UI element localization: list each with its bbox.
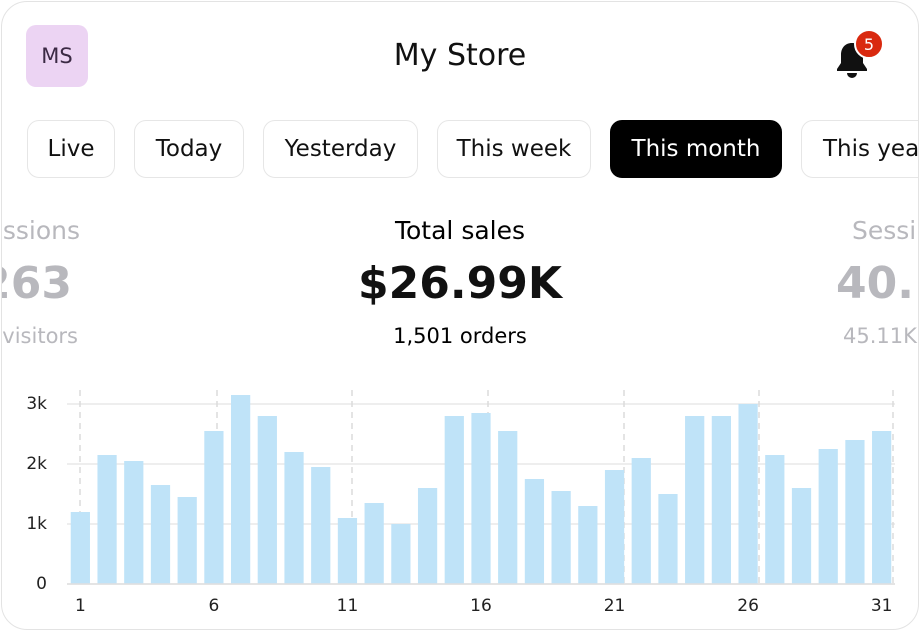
bar [604, 470, 625, 584]
x-tick-label: 21 [604, 596, 626, 616]
bar [70, 512, 90, 584]
bar [391, 524, 411, 584]
store-title: My Store [393, 38, 527, 73]
y-tick-label: 3k [26, 394, 47, 414]
x-tick-label: 6 [208, 596, 219, 616]
stat-label: ssions [2, 216, 80, 245]
bar [872, 431, 892, 584]
bar [658, 494, 678, 584]
bar [791, 488, 812, 584]
bar [685, 416, 705, 584]
bar [818, 449, 838, 584]
x-tick-label: 16 [470, 596, 492, 616]
bar [97, 455, 117, 584]
bar [631, 458, 651, 584]
bar [364, 503, 384, 584]
bar [257, 416, 277, 584]
avatar[interactable]: MS [26, 25, 88, 87]
y-tick-label: 2k [26, 454, 47, 474]
bar [738, 404, 758, 584]
stat-label: Total sales [394, 216, 526, 245]
filter-chip[interactable]: This year [801, 120, 918, 178]
x-tick-label: 1 [75, 596, 86, 616]
bar [230, 395, 251, 584]
filter-chip[interactable]: Today [134, 120, 244, 178]
filter-chip[interactable]: Yesterday [263, 120, 418, 178]
stat-sub: 1,501 orders [393, 324, 527, 348]
filter-chip[interactable]: Live [27, 120, 115, 178]
bar [524, 479, 545, 584]
bar [578, 506, 598, 584]
stat-sub: visitors [2, 324, 78, 348]
bar [471, 413, 491, 584]
stat-value: 263 [2, 258, 72, 309]
bar [124, 461, 144, 584]
filter-chip[interactable]: This week [437, 120, 591, 178]
stat-label: Sessi [852, 216, 917, 245]
filter-chip[interactable]: This month [610, 120, 782, 178]
bar [711, 416, 732, 584]
bar [551, 491, 571, 584]
bar [765, 455, 785, 584]
bar [311, 467, 331, 584]
bar [204, 431, 224, 584]
bar [150, 485, 171, 584]
bar [177, 497, 197, 584]
bar [498, 431, 518, 584]
y-tick-label: 1k [26, 514, 47, 534]
bar [284, 452, 304, 584]
stat-sub: 45.11K [843, 324, 917, 348]
y-tick-label: 0 [36, 574, 47, 594]
bar [444, 416, 464, 584]
x-tick-label: 31 [871, 596, 893, 616]
x-tick-label: 11 [337, 596, 359, 616]
stat-value: $26.99K [358, 258, 562, 309]
bar [337, 518, 358, 584]
bar [845, 440, 865, 584]
notification-badge: 5 [854, 29, 884, 59]
stat-value: 40.1 [836, 258, 918, 309]
bar [417, 488, 438, 584]
x-tick-label: 26 [737, 596, 759, 616]
